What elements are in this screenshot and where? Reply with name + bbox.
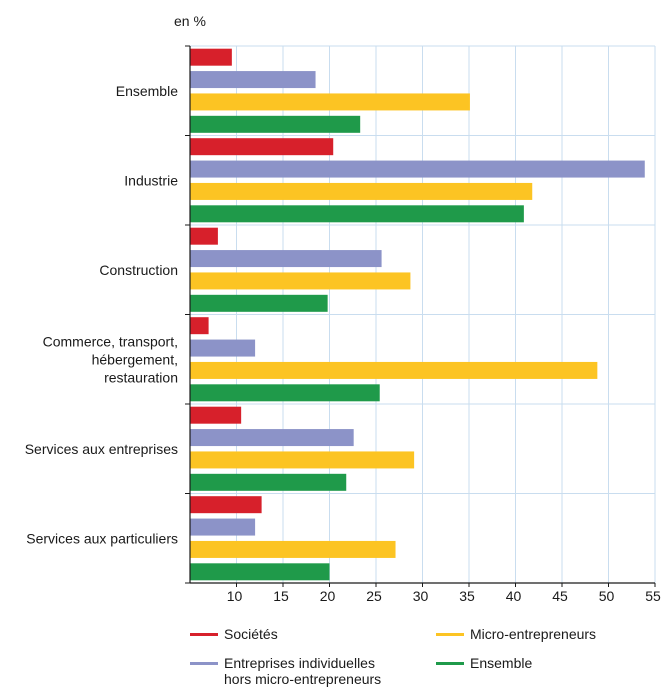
category-label-3-line-1: hébergement, bbox=[92, 351, 178, 367]
legend-swatch-micro-entrepreneurs bbox=[436, 633, 464, 636]
legend-label-societes: Sociétés bbox=[224, 626, 278, 642]
legend-label-micro-entrepreneurs: Micro-entrepreneurs bbox=[470, 626, 597, 642]
bar-5-2 bbox=[190, 540, 396, 558]
x-tick-label-35: 35 bbox=[459, 588, 475, 604]
bar-1-1 bbox=[190, 160, 645, 178]
x-tick-label-20: 20 bbox=[320, 588, 336, 604]
bar-3-3 bbox=[190, 384, 380, 402]
category-label-3-line-0: Commerce, transport, bbox=[43, 333, 178, 349]
bar-1-2 bbox=[190, 182, 533, 200]
bar-5-3 bbox=[190, 563, 330, 581]
legend-swatch-ensemble bbox=[436, 662, 464, 665]
x-tick-label-55: 55 bbox=[645, 588, 661, 604]
bar-2-2 bbox=[190, 272, 411, 290]
bar-4-0 bbox=[190, 406, 242, 424]
bar-3-2 bbox=[190, 361, 598, 379]
legend-label-line-1: Entreprises individuelles bbox=[224, 655, 375, 671]
bar-2-0 bbox=[190, 227, 218, 245]
category-label-5: Services aux particuliers bbox=[26, 530, 178, 546]
bar-0-2 bbox=[190, 93, 470, 111]
bar-0-3 bbox=[190, 115, 361, 133]
category-label-4: Services aux entreprises bbox=[25, 441, 178, 457]
category-label-2: Construction bbox=[99, 262, 178, 278]
bar-4-3 bbox=[190, 473, 347, 491]
unit-label: en % bbox=[174, 13, 206, 29]
bar-5-1 bbox=[190, 518, 256, 536]
legend-swatch-entreprises-individuelles bbox=[190, 662, 218, 665]
x-tick-label-10: 10 bbox=[227, 588, 243, 604]
x-tick-label-15: 15 bbox=[273, 588, 289, 604]
bar-1-0 bbox=[190, 138, 334, 156]
bar-0-0 bbox=[190, 48, 232, 66]
x-tick-label-45: 45 bbox=[552, 588, 568, 604]
x-tick-label-25: 25 bbox=[366, 588, 382, 604]
bar-5-0 bbox=[190, 496, 262, 514]
x-tick-label-50: 50 bbox=[599, 588, 615, 604]
bar-1-3 bbox=[190, 205, 524, 223]
category-label-3-line-2: restauration bbox=[104, 369, 178, 385]
bar-2-1 bbox=[190, 250, 382, 268]
category-label-1: Industrie bbox=[124, 172, 178, 188]
bar-0-1 bbox=[190, 71, 316, 89]
bar-4-1 bbox=[190, 429, 354, 447]
legend-label-line-2: hors micro-entrepreneurs bbox=[224, 671, 382, 687]
bar-2-3 bbox=[190, 294, 328, 312]
category-label-0: Ensemble bbox=[116, 83, 178, 99]
x-tick-label-40: 40 bbox=[506, 588, 522, 604]
legend-swatch-societes bbox=[190, 633, 218, 636]
bar-3-0 bbox=[190, 317, 209, 335]
x-tick-label-30: 30 bbox=[413, 588, 429, 604]
bar-4-2 bbox=[190, 451, 415, 469]
legend-label-ensemble: Ensemble bbox=[470, 655, 533, 671]
bar-3-1 bbox=[190, 339, 256, 357]
legend-label-entreprises-individuelles: Entreprises individuelles hors micro-ent… bbox=[224, 655, 381, 687]
